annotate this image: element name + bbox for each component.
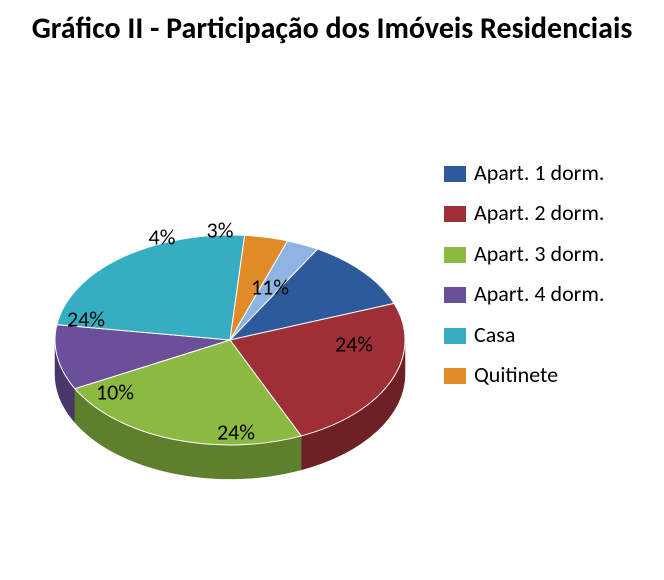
- legend: Apart. 1 dorm. Apart. 2 dorm. Apart. 3 d…: [444, 160, 634, 402]
- slice-percent-label: 24%: [217, 419, 255, 446]
- legend-swatch: [444, 247, 466, 263]
- legend-item: Apart. 1 dorm.: [444, 160, 634, 186]
- legend-label: Apart. 2 dorm.: [474, 200, 604, 226]
- legend-item: Apart. 3 dorm.: [444, 241, 634, 267]
- legend-item: Casa: [444, 322, 634, 348]
- slice-percent-label: 10%: [96, 379, 134, 406]
- pie-chart: 11% 24% 24% 10% 24% 4% 3%: [0, 130, 440, 550]
- chart-title: Gráfico II - Participação dos Imóveis Re…: [0, 0, 664, 47]
- legend-swatch: [444, 368, 466, 384]
- slice-percent-label: 24%: [67, 306, 105, 333]
- legend-swatch: [444, 328, 466, 344]
- legend-label: Apart. 1 dorm.: [474, 160, 604, 186]
- legend-label: Quitinete: [474, 362, 558, 388]
- legend-swatch: [444, 206, 466, 222]
- slice-percent-label: 3%: [207, 217, 234, 244]
- legend-swatch: [444, 287, 466, 303]
- legend-swatch: [444, 166, 466, 182]
- slice-percent-label: 4%: [149, 224, 176, 251]
- slice-percent-label: 24%: [335, 331, 373, 358]
- legend-label: Casa: [474, 322, 515, 348]
- legend-item: Apart. 4 dorm.: [444, 281, 634, 307]
- legend-label: Apart. 3 dorm.: [474, 241, 604, 267]
- slice-percent-label: 11%: [251, 274, 289, 301]
- legend-label: Apart. 4 dorm.: [474, 281, 604, 307]
- legend-item: Apart. 2 dorm.: [444, 200, 634, 226]
- legend-item: Quitinete: [444, 362, 634, 388]
